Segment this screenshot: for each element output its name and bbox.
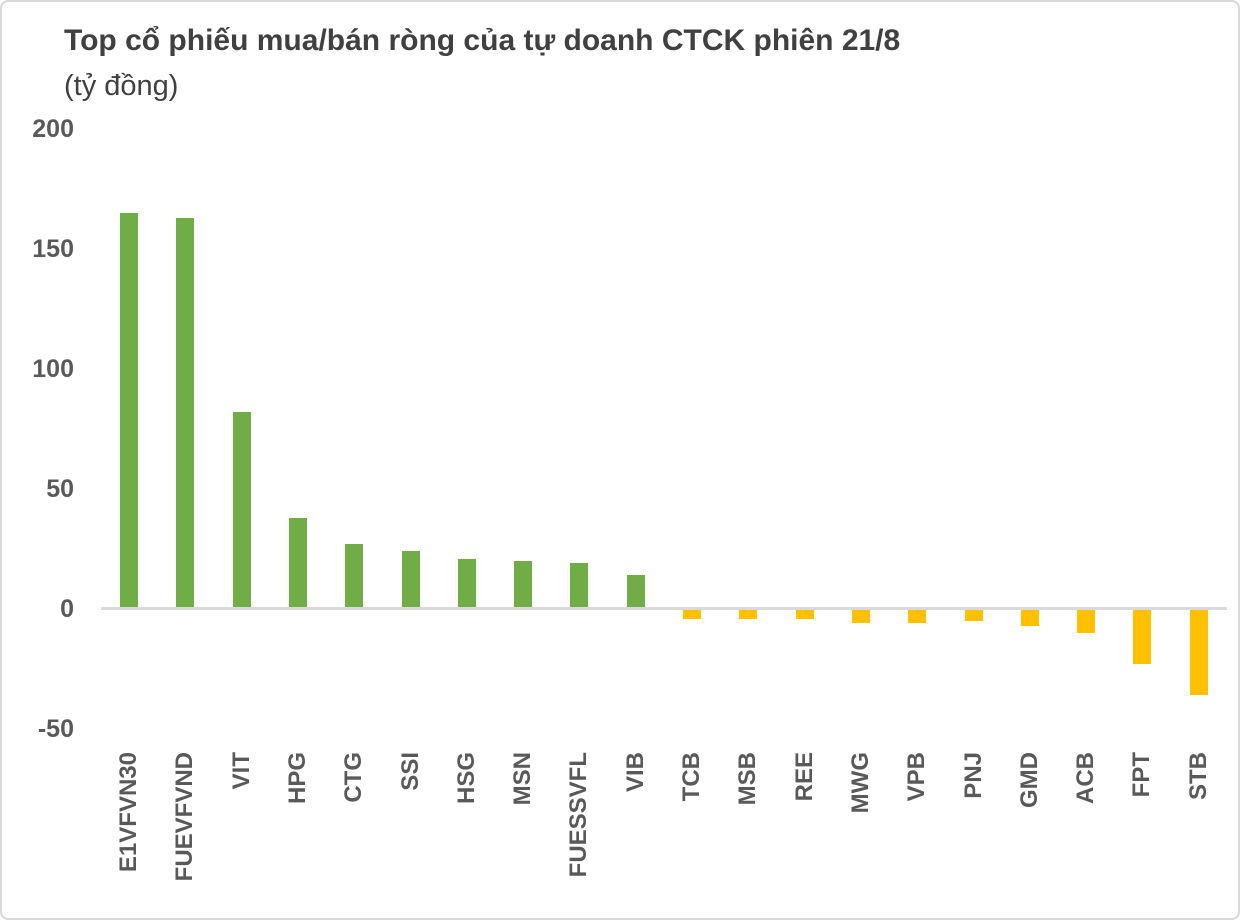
y-axis-tick-label: 100 xyxy=(32,355,74,383)
bar xyxy=(739,609,758,619)
x-axis-category-label: MSB xyxy=(734,752,762,806)
x-axis-category-label: HSG xyxy=(452,752,480,805)
x-axis-category-label: VIT xyxy=(227,752,255,790)
x-axis-category-label: SSI xyxy=(396,752,424,791)
bar xyxy=(795,609,814,619)
x-axis-category-label: VPB xyxy=(903,752,931,802)
x-axis-category-label: VIB xyxy=(621,752,649,793)
x-axis-category-label: FUESSVFL xyxy=(565,752,593,878)
bar xyxy=(1189,609,1208,696)
x-axis-category-label: FUEVFVND xyxy=(171,752,199,882)
chart-unit-label: (tỷ đồng) xyxy=(64,70,179,102)
x-axis-category-label: HPG xyxy=(283,752,311,805)
zero-axis-line xyxy=(101,607,1227,610)
bar xyxy=(345,544,364,609)
bar xyxy=(626,575,645,609)
bar xyxy=(1077,609,1096,633)
y-axis-tick-label: 150 xyxy=(32,235,74,263)
x-axis-category-label: TCB xyxy=(678,752,705,802)
bar xyxy=(176,217,195,609)
y-axis-tick-label: 200 xyxy=(32,115,74,143)
x-axis-category-label: GMD xyxy=(1015,752,1043,808)
bar xyxy=(401,551,420,609)
x-axis-category-label: CTG xyxy=(340,752,368,803)
bar xyxy=(683,609,701,619)
bar xyxy=(120,213,138,609)
bar xyxy=(851,609,870,624)
bar xyxy=(1133,609,1152,665)
bar xyxy=(288,517,307,609)
bar xyxy=(964,609,983,621)
x-axis-category-label: STB xyxy=(1184,752,1212,800)
x-axis-category-label: REE xyxy=(790,752,818,802)
bar xyxy=(908,609,927,624)
bar xyxy=(514,561,533,609)
x-axis-category-label: E1VFVN30 xyxy=(115,752,142,873)
x-axis-category-label: FPT xyxy=(1128,752,1156,798)
bar xyxy=(457,558,476,609)
x-axis-category-label: ACB xyxy=(1072,752,1100,804)
x-axis-category-label: MWG xyxy=(846,752,874,814)
y-axis-tick-label: -50 xyxy=(37,715,74,743)
bar xyxy=(232,412,251,609)
chart-title: Top cổ phiếu mua/bán ròng của tự doanh C… xyxy=(64,24,901,57)
y-axis-tick-label: 0 xyxy=(60,595,74,623)
x-axis-category-label: PNJ xyxy=(959,752,987,799)
bar xyxy=(570,563,589,609)
x-axis-category-label: MSN xyxy=(509,752,537,806)
bar xyxy=(1020,609,1039,626)
y-axis-tick-label: 50 xyxy=(46,475,74,503)
